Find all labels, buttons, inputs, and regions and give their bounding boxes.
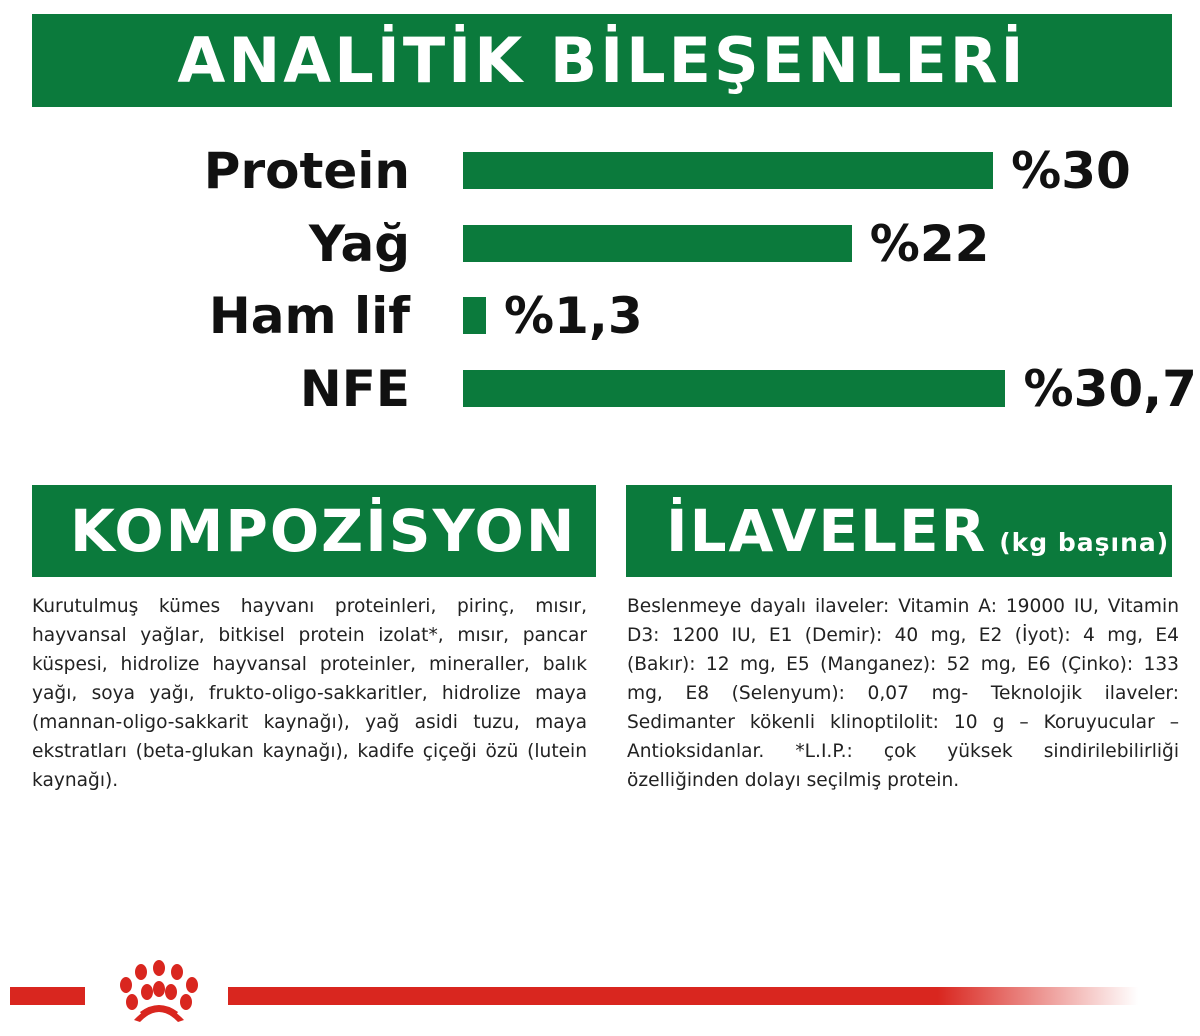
category-label: Protein [203,142,410,200]
additives-title: İLAVELER [666,497,988,565]
category-label: Ham lif [208,287,410,345]
value-label: %30,7 [1023,360,1197,418]
royal-canin-crown-logo [120,960,198,1022]
value-label: %22 [869,215,990,273]
composition-title: KOMPOZİSYON [70,497,577,565]
footer-red-line [228,987,1138,1005]
category-label: Yağ [308,215,410,273]
title-banner: ANALİTİK BİLEŞENLERİ [32,14,1172,107]
composition-header: KOMPOZİSYON [32,485,596,577]
additives-subtitle: (kg başına) [999,527,1170,557]
composition-text: Kurutulmuş kümes hayvanı proteinleri, pi… [32,596,587,791]
value-label: %30 [1011,142,1131,200]
page-title: ANALİTİK BİLEŞENLERİ [177,24,1027,97]
bar [463,297,486,334]
bar [463,225,852,262]
value-label: %1,3 [503,287,643,345]
additives-text: Beslenmeye dayalı ilaveler: Vitamin A: 1… [627,596,1179,791]
footer-red-line-left [10,987,85,1005]
bar [463,152,994,189]
category-label: NFE [299,360,410,418]
additives-header: İLAVELER (kg başına) [626,485,1172,577]
bar [463,370,1006,407]
